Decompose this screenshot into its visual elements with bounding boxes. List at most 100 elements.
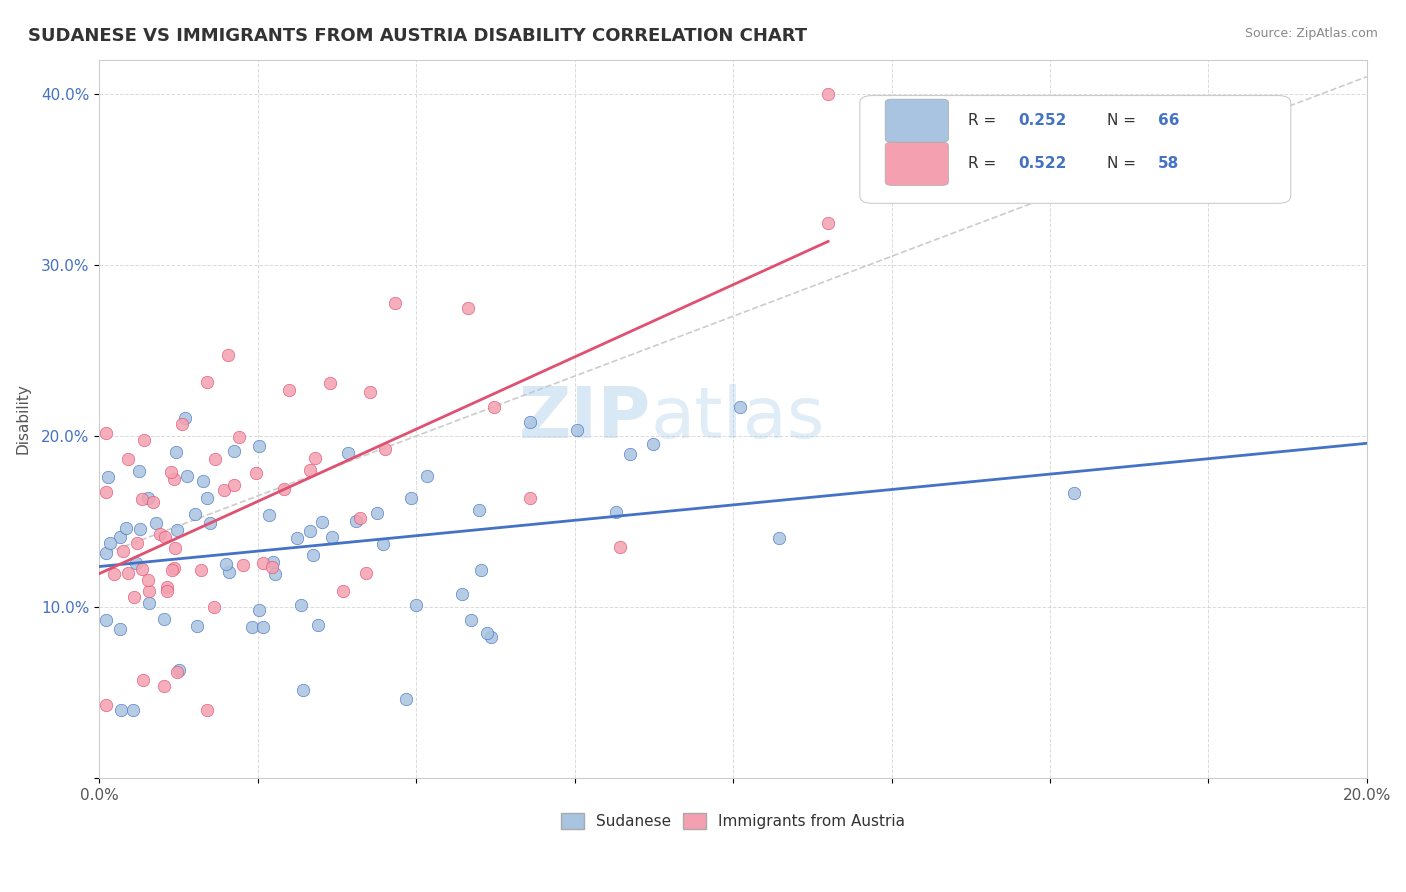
Point bbox=[415, 469, 437, 483]
Point bbox=[321, 530, 343, 544]
Text: 58: 58 bbox=[1157, 156, 1178, 171]
Point bbox=[94, 698, 117, 712]
Point bbox=[311, 515, 333, 529]
Point bbox=[125, 556, 148, 570]
FancyBboxPatch shape bbox=[886, 142, 949, 186]
Point bbox=[468, 503, 491, 517]
Point bbox=[257, 508, 280, 522]
Point bbox=[817, 216, 839, 230]
Point bbox=[117, 452, 139, 467]
Point bbox=[212, 483, 235, 497]
Text: ZIP: ZIP bbox=[519, 384, 651, 453]
Text: atlas: atlas bbox=[651, 384, 825, 453]
FancyBboxPatch shape bbox=[886, 99, 949, 142]
Point bbox=[98, 536, 121, 550]
Text: Source: ZipAtlas.com: Source: ZipAtlas.com bbox=[1244, 27, 1378, 40]
Point bbox=[195, 375, 218, 389]
Point bbox=[122, 590, 145, 604]
Point bbox=[136, 491, 159, 505]
Point bbox=[170, 417, 193, 432]
Point bbox=[131, 562, 153, 576]
Point bbox=[160, 465, 183, 479]
Point bbox=[153, 530, 176, 544]
Point bbox=[224, 477, 246, 491]
Point bbox=[285, 531, 308, 545]
Point bbox=[484, 400, 506, 414]
Point bbox=[605, 505, 627, 519]
Point bbox=[290, 598, 312, 612]
Point bbox=[232, 558, 254, 573]
Point bbox=[359, 384, 381, 399]
Point bbox=[457, 301, 479, 315]
Point bbox=[817, 87, 839, 101]
Point bbox=[204, 452, 226, 467]
Point bbox=[152, 612, 174, 626]
Point bbox=[278, 383, 301, 397]
Point bbox=[260, 560, 283, 574]
Point bbox=[94, 546, 117, 560]
Point bbox=[163, 561, 186, 575]
Point bbox=[405, 598, 427, 612]
Point bbox=[460, 613, 482, 627]
Point bbox=[138, 597, 160, 611]
Point bbox=[131, 491, 153, 506]
Point bbox=[337, 446, 360, 460]
Point bbox=[477, 625, 499, 640]
Point bbox=[117, 566, 139, 580]
Point bbox=[166, 665, 188, 680]
Point bbox=[245, 466, 267, 480]
Point bbox=[768, 532, 790, 546]
Point bbox=[371, 537, 394, 551]
Point bbox=[202, 599, 225, 614]
Point bbox=[349, 511, 371, 525]
Point bbox=[110, 703, 132, 717]
Point bbox=[519, 415, 541, 429]
Text: N =: N = bbox=[1107, 156, 1140, 171]
Point bbox=[643, 437, 665, 451]
Y-axis label: Disability: Disability bbox=[15, 384, 30, 454]
Point bbox=[619, 447, 641, 461]
Point bbox=[148, 527, 170, 541]
Point bbox=[128, 464, 150, 478]
Point bbox=[94, 613, 117, 627]
Point bbox=[264, 566, 287, 581]
Point bbox=[111, 544, 134, 558]
Point bbox=[115, 521, 138, 535]
Point bbox=[252, 620, 274, 634]
Point bbox=[292, 682, 315, 697]
Point bbox=[384, 296, 406, 310]
Point bbox=[344, 514, 367, 528]
Point bbox=[160, 563, 183, 577]
Text: SUDANESE VS IMMIGRANTS FROM AUSTRIA DISABILITY CORRELATION CHART: SUDANESE VS IMMIGRANTS FROM AUSTRIA DISA… bbox=[28, 27, 807, 45]
Point bbox=[94, 425, 117, 440]
Text: R =: R = bbox=[967, 156, 1001, 171]
Point bbox=[145, 516, 167, 531]
Point bbox=[191, 474, 214, 488]
Point bbox=[298, 463, 321, 477]
Point bbox=[97, 470, 120, 484]
Point bbox=[470, 563, 492, 577]
Point bbox=[399, 491, 422, 505]
Point bbox=[366, 507, 388, 521]
Point bbox=[166, 523, 188, 537]
Point bbox=[131, 673, 153, 687]
Point bbox=[142, 495, 165, 509]
Point bbox=[136, 574, 159, 588]
Point bbox=[609, 540, 631, 554]
Text: 0.252: 0.252 bbox=[1018, 113, 1067, 128]
Point bbox=[262, 556, 284, 570]
Point bbox=[354, 566, 377, 580]
Point bbox=[110, 622, 132, 636]
Point bbox=[479, 630, 502, 644]
Point bbox=[165, 445, 187, 459]
Point bbox=[565, 423, 588, 437]
Point bbox=[195, 703, 218, 717]
Text: 0.522: 0.522 bbox=[1018, 156, 1067, 171]
Point bbox=[103, 566, 125, 581]
Point bbox=[156, 583, 179, 598]
Point bbox=[252, 556, 274, 570]
Point bbox=[728, 400, 751, 414]
Point bbox=[247, 603, 270, 617]
Point bbox=[156, 580, 179, 594]
Point bbox=[218, 565, 240, 579]
